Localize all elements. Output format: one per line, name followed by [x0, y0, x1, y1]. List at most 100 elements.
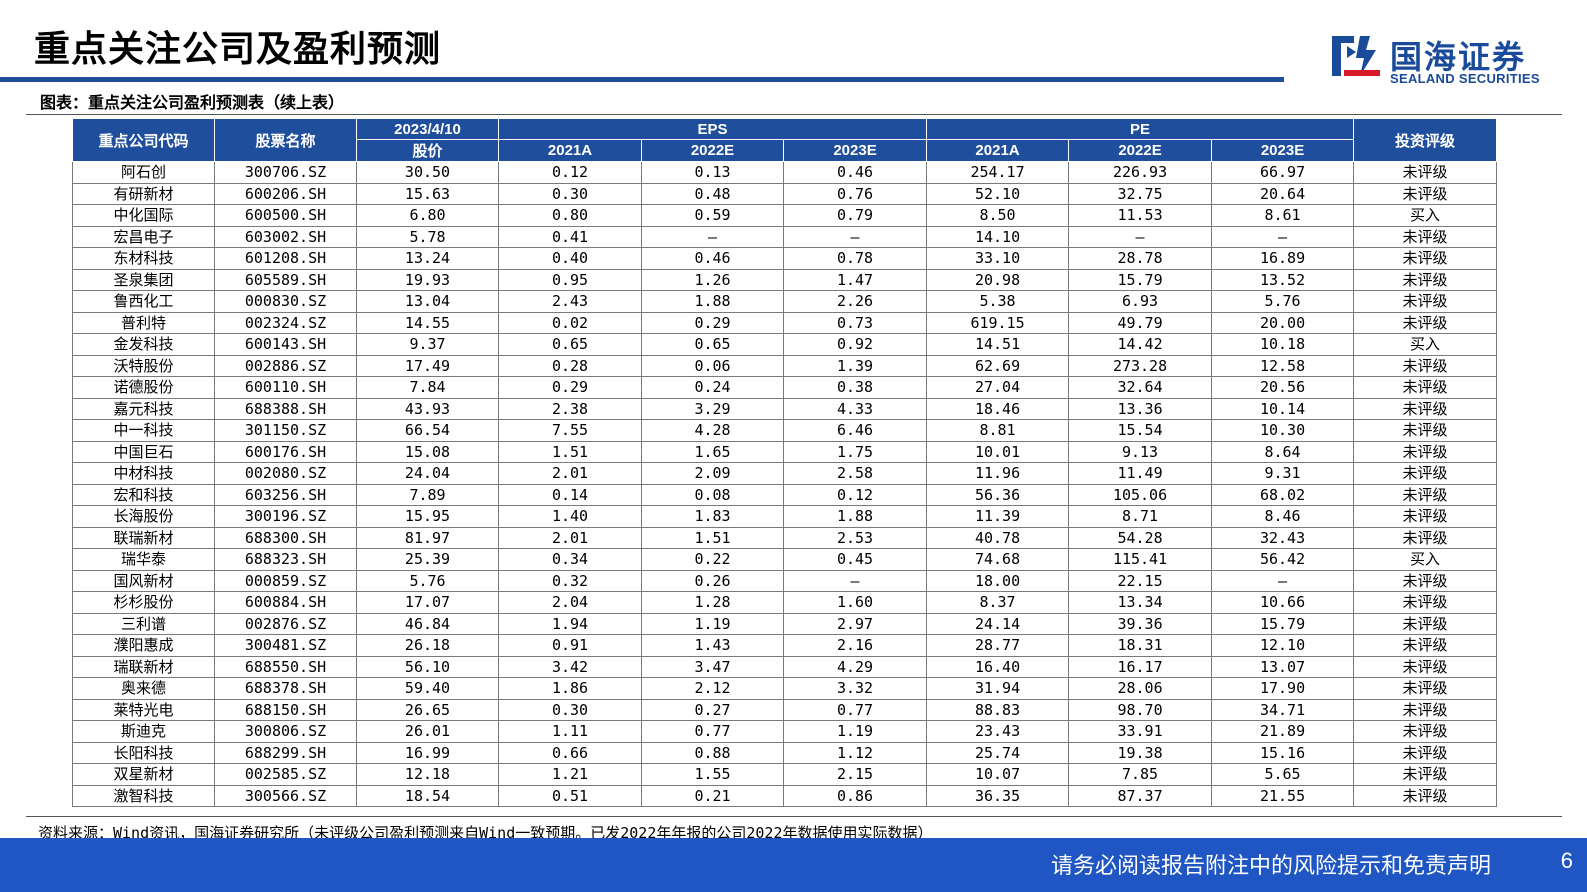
- price-cell: 13.24: [356, 247, 499, 270]
- eps-2021a-cell: 0.30: [498, 698, 642, 721]
- company-name-cell: 宏和科技: [72, 483, 215, 506]
- pe-2021a-cell: 23.43: [926, 720, 1070, 743]
- eps-2022e-cell: 2.09: [641, 462, 784, 485]
- company-name-cell: 有研新材: [72, 182, 215, 205]
- eps-2022e-cell: 0.08: [641, 483, 784, 506]
- pe-2021a-cell: 40.78: [926, 526, 1070, 549]
- table-row: 瑞华泰 688323.SH 25.39 0.34 0.22 0.45 74.68 115.41…: [72, 548, 1498, 571]
- company-name-cell: 瑞华泰: [72, 548, 215, 571]
- price-cell: 66.54: [356, 419, 499, 442]
- company-name-cell: 金发科技: [72, 333, 215, 356]
- pe-2022e-cell: 13.36: [1068, 397, 1213, 420]
- eps-2023e-cell: 0.86: [782, 784, 928, 807]
- pe-2023e-cell: 16.89: [1211, 247, 1355, 270]
- eps-2023e-cell: 0.38: [782, 376, 928, 399]
- eps-2023e-cell: 2.97: [782, 612, 928, 635]
- price-cell: 19.93: [356, 268, 499, 291]
- eps-2021a-cell: 0.95: [498, 268, 642, 291]
- eps-2023e-cell: 0.73: [782, 311, 928, 334]
- pe-2021a-cell: 25.74: [926, 741, 1070, 764]
- eps-2022e-cell: –: [641, 225, 784, 248]
- stock-code-cell: 688550.SH: [214, 655, 357, 678]
- company-name-cell: 莱特光电: [72, 698, 215, 721]
- company-name-cell: 双星新材: [72, 763, 215, 786]
- pe-2023e-cell: 21.55: [1211, 784, 1355, 807]
- stock-code-cell: 300806.SZ: [214, 720, 357, 743]
- eps-2022e-cell: 3.29: [641, 397, 784, 420]
- table-row: 奥来德 688378.SH 59.40 1.86 2.12 3.32 31.94 28.06 1…: [72, 677, 1498, 700]
- table-row: 三利谱 002876.SZ 46.84 1.94 1.19 2.97 24.14 39.36 1…: [72, 612, 1498, 635]
- eps-2021a-cell: 0.66: [498, 741, 642, 764]
- pe-2021a-cell: 14.10: [926, 225, 1070, 248]
- eps-2021a-cell: 1.94: [498, 612, 642, 635]
- price-cell: 13.04: [356, 290, 499, 313]
- pe-2023e-cell: 8.61: [1211, 204, 1355, 227]
- eps-2022e-cell: 1.65: [641, 440, 784, 463]
- stock-code-cell: 600206.SH: [214, 182, 357, 205]
- pe-2021a-cell: 88.83: [926, 698, 1070, 721]
- eps-2023e-cell: 1.75: [782, 440, 928, 463]
- pe-2022e-cell: –: [1068, 225, 1213, 248]
- pe-2021a-cell: 5.38: [926, 290, 1070, 313]
- pe-2022e-cell: 16.17: [1068, 655, 1213, 678]
- pe-2023e-cell: 15.16: [1211, 741, 1355, 764]
- rating-cell: 买入: [1353, 204, 1498, 227]
- table-row: 中化国际 600500.SH 6.80 0.80 0.59 0.79 8.50 11.53 8.…: [72, 204, 1498, 227]
- stock-code-cell: 688300.SH: [214, 526, 357, 549]
- table-row: 中一科技 301150.SZ 66.54 7.55 4.28 6.46 8.81 15.54 1…: [72, 419, 1498, 442]
- eps-2022e-cell: 1.83: [641, 505, 784, 528]
- company-name-cell: 濮阳惠成: [72, 634, 215, 657]
- pe-2023e-cell: 21.89: [1211, 720, 1355, 743]
- pe-2021a-cell: 10.07: [926, 763, 1070, 786]
- rating-cell: 未评级: [1353, 376, 1498, 399]
- table-row: 长阳科技 688299.SH 16.99 0.66 0.88 1.12 25.74 19.38…: [72, 741, 1498, 764]
- table-row: 有研新材 600206.SH 15.63 0.30 0.48 0.76 52.10 32.75…: [72, 182, 1498, 205]
- table-row: 双星新材 002585.SZ 12.18 1.21 1.55 2.15 10.07 7.85 5…: [72, 763, 1498, 786]
- header-name: 股票名称: [214, 118, 357, 162]
- pe-2023e-cell: 20.00: [1211, 311, 1355, 334]
- eps-2021a-cell: 0.30: [498, 182, 642, 205]
- eps-2023e-cell: 2.16: [782, 634, 928, 657]
- eps-2023e-cell: 2.26: [782, 290, 928, 313]
- pe-2023e-cell: 68.02: [1211, 483, 1355, 506]
- pe-2023e-cell: 20.64: [1211, 182, 1355, 205]
- eps-2022e-cell: 0.21: [641, 784, 784, 807]
- company-name-cell: 宏昌电子: [72, 225, 215, 248]
- company-name-cell: 激智科技: [72, 784, 215, 807]
- pe-2021a-cell: 20.98: [926, 268, 1070, 291]
- eps-2023e-cell: 3.32: [782, 677, 928, 700]
- footer-disclaimer: 请务必阅读报告附注中的风险提示和免责声明: [1050, 854, 1491, 879]
- company-name-cell: 长阳科技: [72, 741, 215, 764]
- table-row: 宏昌电子 603002.SH 5.78 0.41– –14.10– – 未评级: [72, 225, 1498, 248]
- pe-2022e-cell: 226.93: [1068, 161, 1213, 184]
- table-caption: 图表：重点关注公司盈利预测表（续上表）: [40, 93, 345, 112]
- stock-code-cell: 300196.SZ: [214, 505, 357, 528]
- pe-2021a-cell: 24.14: [926, 612, 1070, 635]
- company-name-cell: 长海股份: [72, 505, 215, 528]
- table-row: 激智科技 300566.SZ 18.54 0.51 0.21 0.86 36.35 87.37…: [72, 784, 1498, 807]
- stock-code-cell: 688388.SH: [214, 397, 357, 420]
- pe-2023e-cell: 13.07: [1211, 655, 1355, 678]
- table-row: 联瑞新材 688300.SH 81.97 2.01 1.51 2.53 40.78 54.28…: [72, 526, 1498, 549]
- price-cell: 15.95: [356, 505, 499, 528]
- stock-code-cell: 605589.SH: [214, 268, 357, 291]
- company-name-cell: 沃特股份: [72, 354, 215, 377]
- eps-2022e-cell: 1.88: [641, 290, 784, 313]
- pe-2021a-cell: 36.35: [926, 784, 1070, 807]
- stock-code-cell: 002080.SZ: [214, 462, 357, 485]
- rating-cell: 未评级: [1353, 161, 1498, 184]
- price-cell: 6.80: [356, 204, 499, 227]
- table-body: 阿石创 300706.SZ 30.50 0.12 0.13 0.46 254.17 226.9…: [72, 161, 1498, 807]
- company-name-cell: 斯迪克: [72, 720, 215, 743]
- company-name-cell: 三利谱: [72, 612, 215, 635]
- stock-code-cell: 688150.SH: [214, 698, 357, 721]
- price-cell: 15.08: [356, 440, 499, 463]
- pe-2023e-cell: –: [1211, 569, 1355, 592]
- company-name-cell: 瑞联新材: [72, 655, 215, 678]
- pe-2022e-cell: 115.41: [1068, 548, 1213, 571]
- page-title: 重点关注公司及盈利预测: [34, 29, 442, 70]
- stock-code-cell: 688378.SH: [214, 677, 357, 700]
- pe-2022e-cell: 15.54: [1068, 419, 1213, 442]
- stock-code-cell: 600884.SH: [214, 591, 357, 614]
- pe-2023e-cell: 56.42: [1211, 548, 1355, 571]
